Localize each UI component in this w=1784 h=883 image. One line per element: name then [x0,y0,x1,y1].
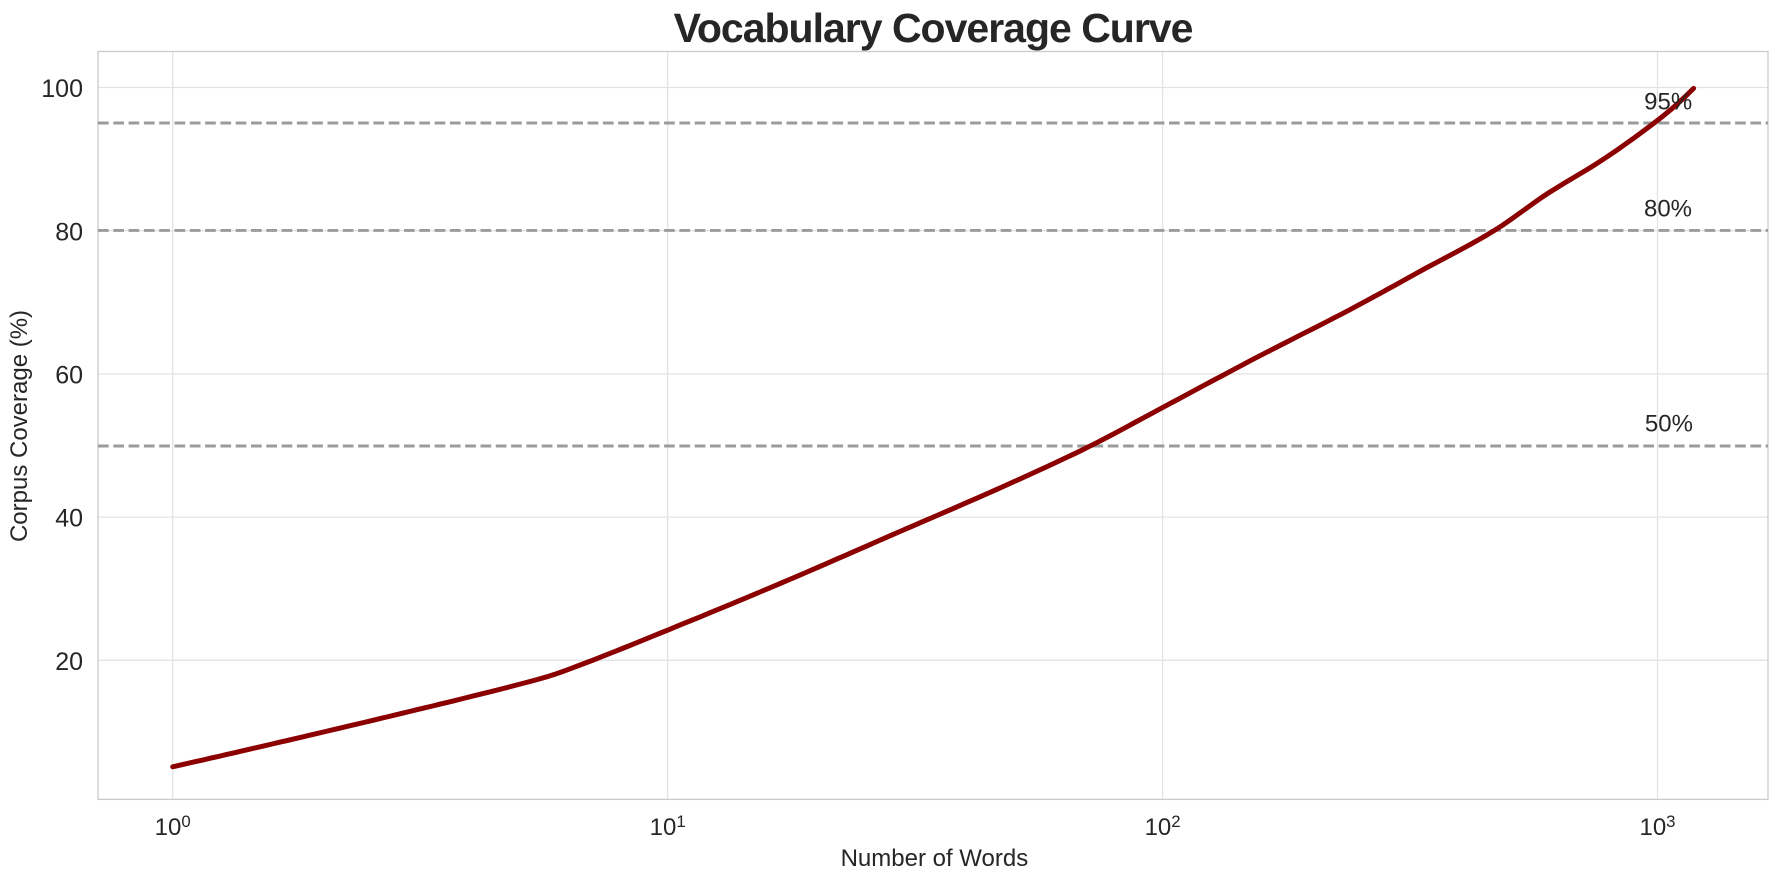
svg-text:100: 100 [155,812,191,841]
svg-text:80: 80 [55,218,83,246]
svg-text:102: 102 [1145,812,1181,841]
svg-text:50%: 50% [1645,411,1693,438]
svg-text:100: 100 [41,75,83,103]
svg-text:Corpus Coverage (%): Corpus Coverage (%) [6,310,33,542]
svg-text:40: 40 [55,505,83,533]
svg-text:80%: 80% [1644,195,1692,222]
svg-text:Vocabulary Coverage Curve: Vocabulary Coverage Curve [674,5,1193,51]
svg-text:103: 103 [1639,812,1675,841]
svg-text:20: 20 [55,648,83,676]
svg-text:101: 101 [650,812,686,841]
svg-text:95%: 95% [1644,89,1692,116]
svg-text:Number of Words: Number of Words [841,845,1029,872]
svg-text:60: 60 [55,362,83,390]
